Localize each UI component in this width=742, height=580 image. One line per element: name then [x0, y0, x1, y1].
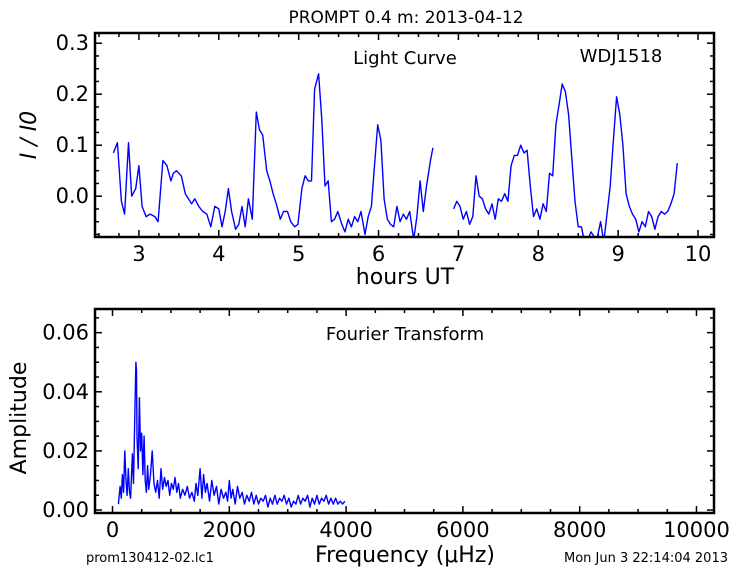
x-tick-label: 4000 [319, 518, 372, 542]
y-tick-label: 0.06 [42, 321, 89, 345]
x-tick-label: 3 [132, 242, 145, 266]
x-tick-label: 2000 [203, 518, 256, 542]
data-series-line [112, 73, 434, 237]
x-tick-label: 10 [685, 242, 712, 266]
light-curve-annotation: Light Curve [353, 48, 457, 69]
footer-filename: prom130412-02.lc1 [86, 551, 214, 566]
fourier-transform-annotation: Fourier Transform [326, 324, 484, 345]
y-tick-label: 0.2 [56, 82, 89, 106]
y-tick-label: 0.1 [56, 133, 89, 157]
light-curve-ticks: 3 4 5 6 7 8 9 10 0.0 0.1 0.2 0.3 [56, 31, 714, 266]
y-tick-label: 0.02 [42, 439, 89, 463]
x-tick-label: 6 [372, 242, 385, 266]
x-tick-label: 5 [292, 242, 305, 266]
y-tick-label: 0.00 [42, 498, 89, 522]
fourier-transform-x-axis-label: Frequency (μHz) [315, 543, 495, 568]
x-tick-label: 8 [532, 242, 545, 266]
light-curve-series [112, 73, 678, 237]
light-curve-frame [93, 31, 716, 239]
fourier-transform-series [117, 361, 346, 508]
fourier-transform-frame [93, 307, 716, 515]
footer-timestamp: Mon Jun 3 22:14:04 2013 [564, 551, 728, 566]
y-tick-label: 0.0 [56, 184, 89, 208]
x-tick-label: 0 [106, 518, 119, 542]
figure-title: PROMPT 0.4 m: 2013-04-12 [288, 8, 523, 28]
data-series-line [452, 83, 678, 237]
target-name-annotation: WDJ1518 [580, 46, 663, 67]
x-tick-label: 7 [452, 242, 465, 266]
data-series-line [117, 361, 346, 508]
light-curve-panel: 3 4 5 6 7 8 9 10 0.0 0.1 0.2 0.3 Light Curve WDJ151… [17, 31, 716, 290]
y-tick-label: 0.04 [42, 380, 89, 404]
x-tick-label: 8000 [553, 518, 606, 542]
x-tick-label: 6000 [436, 518, 489, 542]
fourier-transform-y-axis-label: Amplitude [7, 362, 32, 475]
x-tick-label: 4 [212, 242, 225, 266]
fourier-transform-panel: 0 2000 4000 6000 8000 10000 0.00 0.02 0.04 0.06 F… [7, 307, 730, 568]
x-tick-label: 10000 [663, 518, 730, 542]
light-curve-x-axis-label: hours UT [356, 265, 455, 290]
x-tick-label: 9 [611, 242, 624, 266]
y-tick-label: 0.3 [56, 31, 89, 55]
light-curve-y-axis-label: I / I0 [17, 111, 42, 159]
